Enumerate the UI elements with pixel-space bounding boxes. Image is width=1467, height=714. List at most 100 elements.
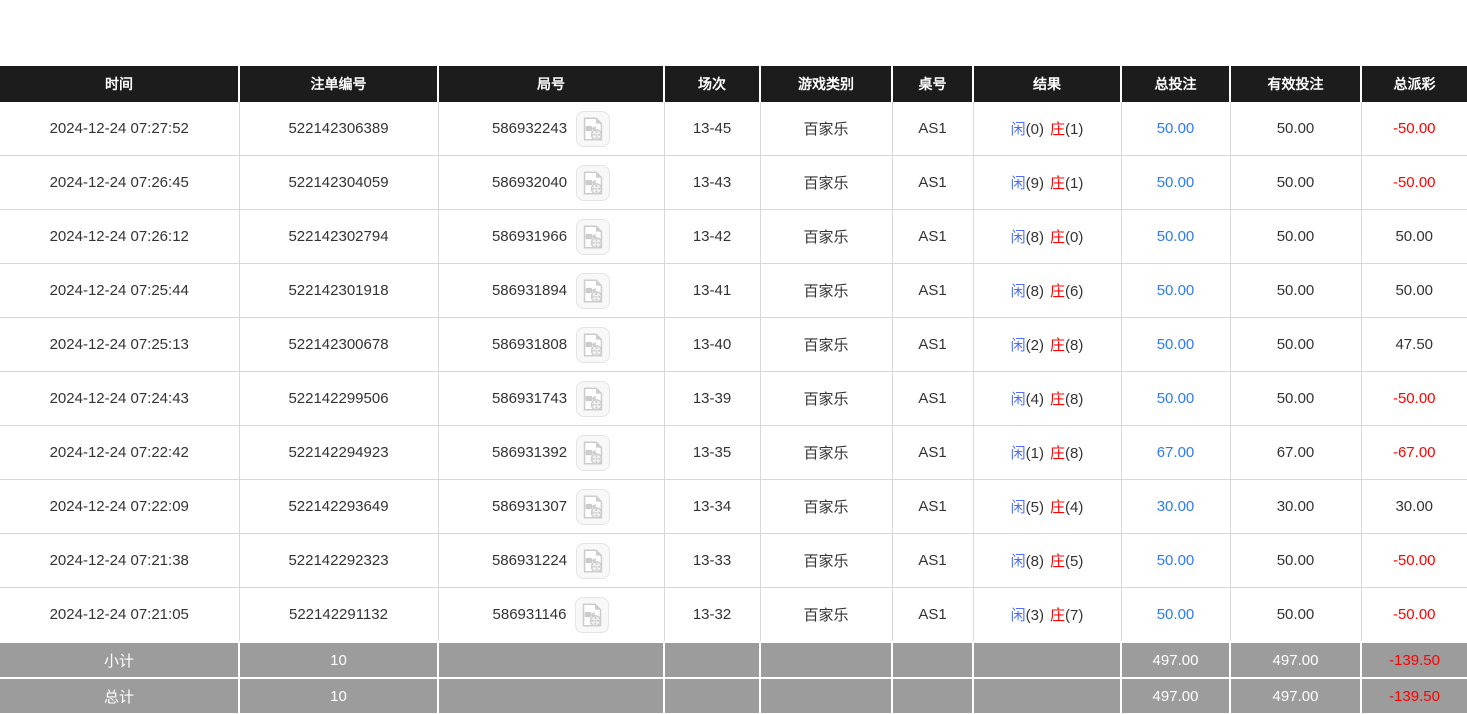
video-replay-button[interactable] (576, 380, 611, 417)
valid-bet-value: 50.00 (1276, 228, 1315, 245)
cell-time: 2024-12-24 07:26:45 (0, 155, 240, 210)
cell-bet-number: 522142300678 (238, 317, 439, 372)
column-header-result: 结果 (972, 66, 1121, 102)
player-result: 闲(0) (1010, 121, 1044, 138)
footer-label-cell: 总计 (0, 677, 240, 714)
column-header-game_type: 游戏类别 (759, 66, 892, 102)
footer-empty-table-number (891, 641, 974, 679)
footer-total-payout-cell: -139.50 (1360, 641, 1467, 679)
session-value: 13-43 (692, 174, 732, 191)
cell-session: 13-39 (663, 371, 761, 426)
cell-total-bet: 50.00 (1120, 587, 1231, 643)
table-row: 2024-12-24 07:24:43 522142299506 5869317… (0, 371, 1467, 426)
cell-bet-number: 522142299506 (238, 371, 439, 426)
cell-game-type: 百家乐 (759, 587, 893, 643)
cell-game-type: 百家乐 (759, 371, 893, 426)
cell-bet-number: 522142292323 (238, 533, 439, 588)
video-replay-button[interactable] (576, 542, 611, 579)
player-result: 闲(2) (1010, 337, 1044, 354)
session-value: 13-34 (692, 498, 732, 515)
footer-total-payout-cell: -139.50 (1360, 677, 1467, 714)
video-replay-button[interactable] (576, 272, 611, 309)
time-value: 2024-12-24 07:22:42 (49, 444, 189, 461)
table-body: 2024-12-24 07:27:52 522142306389 5869322… (0, 102, 1467, 643)
time-value: 2024-12-24 07:24:43 (49, 390, 189, 407)
cell-total-payout: 47.50 (1360, 317, 1467, 372)
cell-round-number: 586931307 (437, 479, 665, 534)
table-row: 2024-12-24 07:26:12 522142302794 5869319… (0, 209, 1467, 264)
cell-valid-bet: 50.00 (1229, 317, 1362, 372)
total-bet-value: 50.00 (1156, 120, 1195, 137)
footer-label-cell: 小计 (0, 641, 240, 679)
cell-table-number: AS1 (891, 425, 974, 480)
video-replay-button[interactable] (576, 110, 611, 147)
video-replay-button[interactable] (575, 596, 610, 633)
footer-total-bet: 497.00 (1152, 687, 1199, 705)
video-replay-button[interactable] (576, 326, 611, 363)
table-number-value: AS1 (918, 552, 947, 569)
time-value: 2024-12-24 07:26:45 (49, 174, 189, 191)
total-payout-value: -50.00 (1392, 390, 1436, 407)
cell-time: 2024-12-24 07:22:09 (0, 479, 240, 534)
cell-table-number: AS1 (891, 587, 974, 643)
footer-empty-session (663, 677, 761, 714)
cell-round-number: 586932243 (437, 102, 665, 156)
player-result: 闲(4) (1010, 391, 1044, 408)
bet-number-value: 522142292323 (288, 552, 389, 569)
table-number-value: AS1 (918, 282, 947, 299)
video-replay-icon (583, 602, 602, 627)
table-row: 2024-12-24 07:25:44 522142301918 5869318… (0, 263, 1467, 318)
bet-records-table: 时间 注单编号 局号 场次 游戏类别 桌号 结果 总投注 有效投注 总派彩 2024-12-24 … (0, 66, 1467, 714)
banker-result: 庄(7) (1050, 607, 1084, 624)
video-replay-button[interactable] (576, 434, 611, 471)
column-header-total_bet: 总投注 (1120, 66, 1230, 102)
footer-valid-bet-cell: 497.00 (1229, 677, 1362, 714)
cell-table-number: AS1 (891, 155, 974, 210)
cell-valid-bet: 50.00 (1229, 209, 1362, 264)
cell-total-payout: 50.00 (1360, 209, 1467, 264)
bet-number-value: 522142299506 (288, 390, 389, 407)
table-row: 2024-12-24 07:26:45 522142304059 5869320… (0, 155, 1467, 210)
video-replay-button[interactable] (576, 164, 611, 201)
cell-total-payout: -50.00 (1360, 533, 1467, 588)
bet-number-value: 522142304059 (288, 174, 389, 191)
cell-result: 闲(8) 庄(0) (972, 209, 1122, 264)
total-payout-value: -67.00 (1392, 444, 1436, 461)
cell-bet-number: 522142302794 (238, 209, 439, 264)
valid-bet-value: 50.00 (1276, 606, 1315, 623)
cell-total-bet: 50.00 (1120, 209, 1231, 264)
cell-total-payout: 50.00 (1360, 263, 1467, 318)
cell-total-payout: -50.00 (1360, 155, 1467, 210)
total-payout-value: 50.00 (1395, 282, 1434, 299)
footer-count: 10 (330, 651, 347, 669)
cell-total-bet: 67.00 (1120, 425, 1231, 480)
video-replay-button[interactable] (576, 218, 611, 255)
player-result: 闲(8) (1010, 553, 1044, 570)
column-header-total_payout: 总派彩 (1360, 66, 1467, 102)
cell-session: 13-32 (663, 587, 761, 643)
video-replay-icon (583, 116, 603, 141)
bet-number-value: 522142293649 (288, 498, 389, 515)
footer-total-bet-cell: 497.00 (1120, 677, 1231, 714)
cell-time: 2024-12-24 07:24:43 (0, 371, 240, 426)
valid-bet-value: 50.00 (1276, 390, 1315, 407)
video-replay-icon (583, 386, 603, 411)
video-replay-button[interactable] (576, 488, 611, 525)
header-row: 时间 注单编号 局号 场次 游戏类别 桌号 结果 总投注 有效投注 总派彩 (0, 66, 1467, 102)
video-replay-icon (583, 494, 603, 519)
video-replay-icon (583, 548, 603, 573)
cell-valid-bet: 67.00 (1229, 425, 1362, 480)
session-value: 13-40 (692, 336, 732, 353)
cell-total-payout: 30.00 (1360, 479, 1467, 534)
table-header: 时间 注单编号 局号 场次 游戏类别 桌号 结果 总投注 有效投注 总派彩 (0, 66, 1467, 102)
game-type-value: 百家乐 (803, 445, 849, 462)
banker-result: 庄(5) (1050, 553, 1084, 570)
footer-label: 小计 (103, 652, 134, 670)
total-payout-value: -50.00 (1392, 606, 1436, 623)
session-value: 13-41 (692, 282, 732, 299)
cell-total-bet: 50.00 (1120, 263, 1231, 318)
time-value: 2024-12-24 07:21:38 (49, 552, 189, 569)
cell-result: 闲(1) 庄(8) (972, 425, 1122, 480)
table-row: 2024-12-24 07:25:13 522142300678 5869318… (0, 317, 1467, 372)
